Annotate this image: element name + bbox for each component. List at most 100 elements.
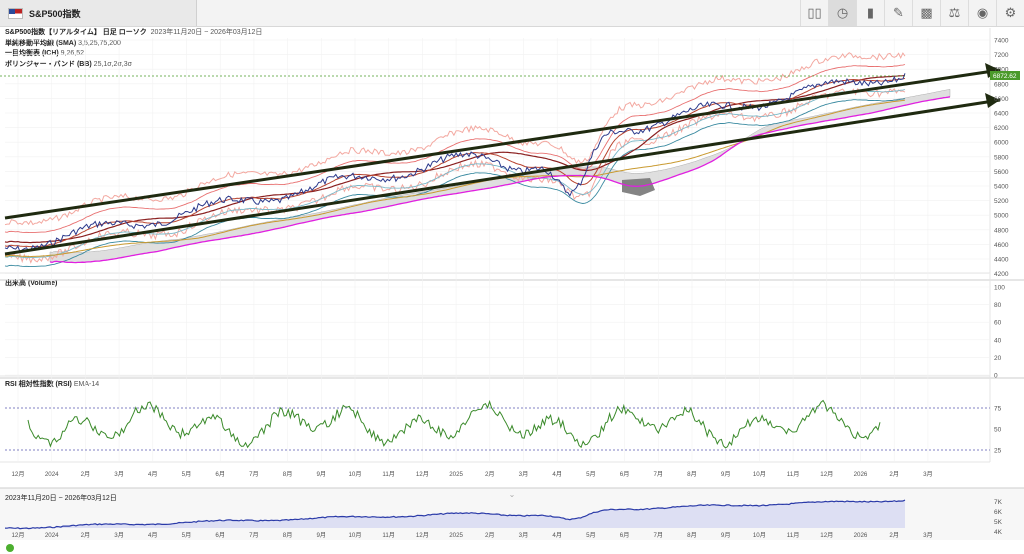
time-tick-label: 3月 [519,471,529,478]
navigator-time-label: 3月 [923,532,933,539]
price-tick-label: 4600 [994,242,1009,249]
compare-icon[interactable]: ⚖ [940,0,968,26]
price-tick-label: 7000 [994,67,1009,74]
navigator-time-label: 12月 [11,532,24,539]
legend-sma[interactable]: 単純移動平均線 (SMA) [5,39,77,47]
rsi-tick-label: 50 [994,427,1002,434]
price-tick-label: 4200 [994,271,1009,278]
navigator-time-label: 3月 [114,532,124,539]
time-tick-label: 2026 [854,471,868,478]
time-tick-label: 5月 [182,471,192,478]
navigator-time-label: 12月 [820,532,833,539]
chart-legend: S&P500指数【リアルタイム】 日足 ローソク 2023年11月20日 ~ 2… [5,28,262,70]
clock-icon[interactable]: ◷ [828,0,856,26]
rsi-tick-label: 25 [994,448,1002,455]
current-price-badge [990,71,1020,80]
volume-tick-label: 40 [994,337,1002,344]
time-tick-label: 2月 [889,471,899,478]
price-axis: 7400 7200 7000 6800 6600 6400 6200 6000 5800 5600… [994,38,1009,279]
time-tick-label: 9月 [316,471,326,478]
time-tick-label: 12月 [820,471,833,478]
time-tick-label: 10月 [753,471,766,478]
volume-tick-label: 60 [994,320,1002,327]
toolbar: ▯▯ ◷ ▮ ✎ ▩ ⚖ ◉ ⚙ [800,0,1024,26]
navigator-line [4,499,906,530]
bb-lower-1sigma [4,89,906,259]
time-tick-label: 8月 [687,471,697,478]
navigator-time-label: 10月 [348,532,361,539]
time-tick-label: 5月 [586,471,596,478]
volume-tick-label: 0 [994,373,998,380]
time-tick-label: 6月 [620,471,630,478]
candlestick-icon[interactable]: ▮ [856,0,884,26]
price-tick-label: 6400 [994,111,1009,118]
legend-bb[interactable]: ボリンジャー・バンド (BB) [5,60,92,68]
trendline-upper[interactable] [4,68,1001,220]
price-tick-label: 5200 [994,198,1009,205]
draw-icon[interactable]: ✎ [884,0,912,26]
trendline-lower[interactable] [4,98,1001,256]
navigator-time-label: 2月 [81,532,91,539]
volume-tick-label: 20 [994,355,1002,362]
price-tick-label: 6000 [994,140,1009,147]
volume-label: 出来高 (Volume) [5,280,58,287]
legend-ich[interactable]: 一目均衡表 (ICH) [5,50,59,57]
navigator-tick-label: 5K [994,519,1003,526]
time-tick-label: 12月 [11,471,24,478]
navigator-time-label: 12月 [416,532,429,539]
time-tick-label: 3月 [114,471,124,478]
volume-axis: 100 80 60 40 20 0 [994,285,1005,380]
legend-ich-params: 9,26,52 [60,50,84,57]
navigator-time-label: 11月 [382,532,395,539]
legend-bb-params: 25,1σ,2σ,3σ [93,60,132,68]
legend-title: S&P500指数【リアルタイム】 日足 ローソク [5,29,147,36]
navigator-time-label: 10月 [753,532,766,539]
instrument-title: S&P500指数 [29,8,81,19]
navigator-tick-label: 6K [994,509,1003,516]
time-tick-label: 7月 [653,471,663,478]
navigator-time-label: 4月 [148,532,158,539]
volume-tick-label: 100 [994,285,1005,292]
legend-sma-params: 3,5,25,75,200 [78,39,121,47]
time-tick-label: 2025 [449,471,463,478]
ichimoku-leading-span [49,96,951,264]
time-tick-label: 4月 [148,471,158,478]
bars-icon[interactable]: ▯▯ [800,0,828,26]
gear-icon[interactable]: ⚙ [996,0,1024,26]
chevron-down-icon[interactable]: ⌄ [509,490,516,499]
navigator-tick-label: 4K [994,529,1003,536]
price-tick-label: 5600 [994,169,1009,176]
volume-tick-label: 80 [994,302,1002,309]
rsi-line [27,399,881,449]
trendline-upper-arrow [985,63,1000,78]
price-tick-label: 6800 [994,81,1009,88]
analysis-icon[interactable]: ▩ [912,0,940,26]
price-tick-label: 4400 [994,257,1009,264]
ichimoku-cloud-dark [622,178,655,196]
navigator-time-label: 2025 [449,532,463,539]
time-tick-label: 2月 [485,471,495,478]
navigator-axis: 7K 6K 5K 4K [994,499,1003,536]
navigator-range: 2023年11月20日 ~ 2026年03月12日 [5,495,117,502]
time-tick-label: 9月 [721,471,731,478]
us-flag-icon [8,7,23,19]
eye-icon[interactable]: ◉ [968,0,996,26]
price-tick-label: 5400 [994,184,1009,191]
navigator-time-label: 7月 [653,532,663,539]
navigator-time-label: 9月 [316,532,326,539]
navigator-time-label: 3月 [519,532,529,539]
instrument-tab[interactable]: S&P500指数 [0,0,197,26]
navigator-time-label: 2026 [854,532,868,539]
navigator-time-label: 2月 [485,532,495,539]
sma-75 [4,74,906,244]
time-tick-label: 11月 [382,471,395,478]
navigator-time-label: 2024 [45,532,59,539]
time-tick-label: 3月 [923,471,933,478]
time-tick-label: 7月 [249,471,259,478]
bb-lower-3sigma [4,88,906,264]
price-tick-label: 6600 [994,96,1009,103]
bb-upper-3sigma [4,52,906,226]
rsi-label: RSI 相対性指数 (RSI) EMA-14 [5,381,100,388]
time-tick-label: 10月 [348,471,361,478]
